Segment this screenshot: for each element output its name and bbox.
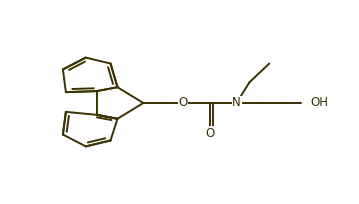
Text: OH: OH [310,96,328,110]
Text: O: O [178,96,188,110]
Text: N: N [232,96,241,110]
Text: O: O [205,127,214,140]
